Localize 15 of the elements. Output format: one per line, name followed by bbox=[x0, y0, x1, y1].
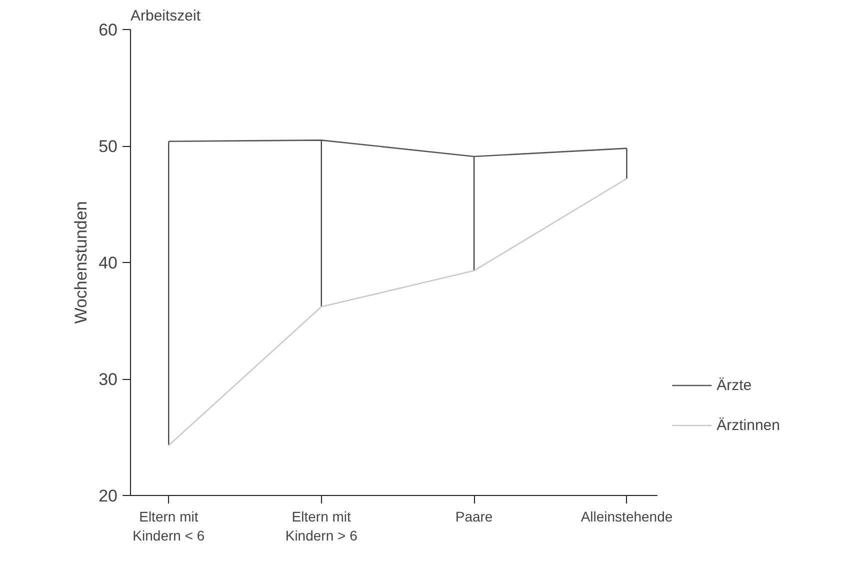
y-tick-label: 40 bbox=[98, 254, 118, 272]
x-tick-label: Paare bbox=[455, 508, 493, 524]
x-tick-label: Eltern mit Kindern < 6 bbox=[132, 508, 205, 544]
chart-title: Arbeitszeit bbox=[130, 8, 202, 24]
y-tick-label: 60 bbox=[98, 20, 118, 40]
line-series bbox=[168, 178, 628, 446]
line-series bbox=[168, 140, 628, 158]
y-tick-label: 30 bbox=[98, 370, 118, 389]
x-tick-label: Eltern mit Kindern > 6 bbox=[285, 508, 358, 544]
x-tick-label: Alleinstehende bbox=[580, 508, 673, 524]
y-axis-title: Wochenstunden bbox=[72, 201, 91, 324]
y-tick-label: 20 bbox=[98, 486, 118, 506]
legend-label: Ärzte bbox=[716, 376, 752, 394]
legend-label: Ärztinnen bbox=[716, 416, 780, 434]
y-tick-label: 50 bbox=[98, 137, 118, 156]
